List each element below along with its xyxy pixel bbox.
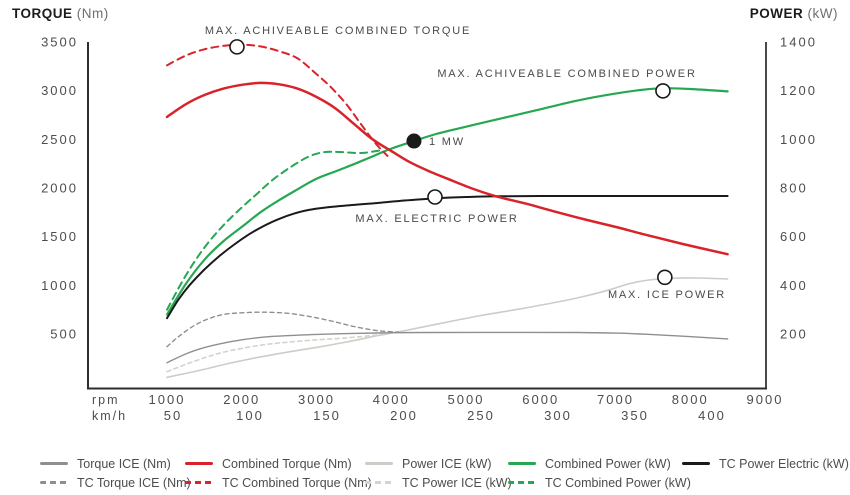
legend-item-label: Power ICE (kW)	[402, 456, 492, 471]
power-tick-label: 1200	[780, 83, 817, 98]
max-achiveable-combined-power-label: MAX. ACHIVEABLE COMBINED POWER	[437, 68, 696, 80]
torque-tick-label: 2000	[41, 181, 78, 196]
series-tc-torque-ice-nm-	[166, 311, 400, 348]
series-combined-torque-nm-	[165, 81, 729, 256]
series-tc-power-ice-kw-	[166, 330, 404, 373]
kmh-tick-label: 250	[467, 408, 495, 423]
kmh-tick-label: 300	[544, 408, 572, 423]
legend-item-label: Combined Torque (Nm)	[222, 456, 352, 471]
rpm-tick-label: 3000	[298, 392, 335, 407]
torque-tick-label: 3000	[41, 83, 78, 98]
power-tick-label: 600	[780, 229, 808, 244]
torque-tick-label: 1000	[41, 278, 78, 293]
kmh-tick-label: 50	[164, 408, 182, 423]
legend-dashed-line-swatch	[40, 481, 68, 484]
legend-item-label: TC Power ICE (kW)	[402, 475, 512, 490]
rpm-tick-label: 8000	[672, 392, 709, 407]
legend-dashed-line-swatch	[185, 481, 213, 484]
max-ice-power-marker-circle	[657, 269, 673, 286]
power-tick-label: 1400	[780, 35, 817, 50]
legend-column: Power ICE (kW) TC Power ICE (kW)	[365, 454, 512, 492]
power-title: POWER	[749, 6, 804, 21]
legend-line-swatch	[508, 462, 536, 465]
torque-tick-label: 500	[50, 327, 78, 342]
legend-item-label: TC Combined Power (kW)	[545, 475, 691, 490]
legend-line-swatch	[682, 462, 710, 465]
legend-item: TC Combined Torque (Nm)	[185, 473, 372, 492]
legend-column: Combined Power (kW) TC Combined Power (kW…	[508, 454, 691, 492]
power-tick-label: 400	[780, 278, 808, 293]
legend-column: Torque ICE (Nm) TC Torque ICE (Nm)	[40, 454, 191, 492]
legend-item-label: TC Combined Torque (Nm)	[222, 475, 372, 490]
chart-canvas: 3500 3000 2500 2000 1500 1000 500 1400 1200 1000 8…	[41, 25, 817, 423]
kmh-tick-label: 400	[698, 408, 726, 423]
legend-column: TC Power Electric (kW)	[682, 454, 849, 473]
max-electric-power-marker-circle	[427, 189, 443, 205]
legend-item: TC Combined Power (kW)	[508, 473, 691, 492]
rpm-axis-label: rpm	[92, 393, 120, 407]
series-tc-combined-torque-nm-	[166, 43, 389, 157]
legend-item: Power ICE (kW)	[365, 454, 512, 473]
power-unit: (kW)	[807, 6, 838, 21]
legend-item-label: TC Power Electric (kW)	[719, 456, 849, 471]
torque-unit: (Nm)	[76, 6, 109, 21]
max-achiveable-combined-torque-marker-circle	[229, 39, 245, 55]
kmh-tick-label: 100	[236, 408, 264, 423]
rpm-tick-label: 4000	[373, 392, 410, 407]
legend-item-label: Torque ICE (Nm)	[77, 456, 171, 471]
legend-dashed-line-swatch	[508, 481, 536, 484]
power-tick-label: 1000	[780, 132, 817, 147]
max-ice-power-label: MAX. ICE POWER	[608, 289, 726, 301]
series-tc-combined-power-kw-	[166, 148, 385, 311]
kmh-tick-label: 150	[313, 408, 341, 423]
power-tick-label: 800	[780, 181, 808, 196]
one-mw-marker-dot	[406, 133, 422, 149]
legend-item: Torque ICE (Nm)	[40, 454, 191, 473]
series-torque-ice-nm-	[166, 331, 729, 364]
power-tick-label: 200	[780, 327, 808, 342]
rpm-tick-label: 2000	[223, 392, 260, 407]
rpm-tick-label: 5000	[448, 392, 485, 407]
rpm-tick-label: 9000	[747, 392, 784, 407]
legend-item-label: TC Torque ICE (Nm)	[77, 475, 191, 490]
legend-item: Combined Power (kW)	[508, 454, 691, 473]
torque-title: TORQUE	[12, 6, 73, 21]
rpm-tick-label: 1000	[149, 392, 186, 407]
legend-line-swatch	[185, 462, 213, 465]
legend-item: Combined Torque (Nm)	[185, 454, 372, 473]
kmh-tick-label: 200	[390, 408, 418, 423]
rpm-tick-label: 6000	[522, 392, 559, 407]
legend-line-swatch	[365, 462, 393, 465]
legend-column: Combined Torque (Nm) TC Combined Torque (…	[185, 454, 372, 492]
legend-item-label: Combined Power (kW)	[545, 456, 671, 471]
series-combined-power-kw-	[165, 87, 729, 316]
legend-item: TC Power ICE (kW)	[365, 473, 512, 492]
rpm-tick-label: 7000	[597, 392, 634, 407]
right-axis-title: POWER (kW)	[750, 6, 838, 21]
max-achiveable-combined-power-marker-circle	[655, 83, 671, 99]
left-axis-title: TORQUE (Nm)	[12, 6, 109, 21]
legend-item: TC Torque ICE (Nm)	[40, 473, 191, 492]
kmh-axis-label: km/h	[92, 409, 127, 423]
legend-dashed-line-swatch	[365, 481, 393, 484]
max-achiveable-combined-torque-label: MAX. ACHIVEABLE COMBINED TORQUE	[205, 25, 471, 37]
legend-line-swatch	[40, 462, 68, 465]
series-power-ice-kw-	[166, 277, 729, 379]
torque-tick-label: 3500	[41, 35, 78, 50]
chart-legend: Torque ICE (Nm) TC Torque ICE (Nm) Combine…	[0, 452, 850, 495]
legend-item: TC Power Electric (kW)	[682, 454, 849, 473]
one-mw-label: 1 MW	[429, 136, 465, 148]
torque-tick-label: 2500	[41, 132, 78, 147]
torque-tick-label: 1500	[41, 229, 78, 244]
max-electric-power-label: MAX. ELECTRIC POWER	[355, 213, 518, 225]
kmh-tick-label: 350	[621, 408, 649, 423]
